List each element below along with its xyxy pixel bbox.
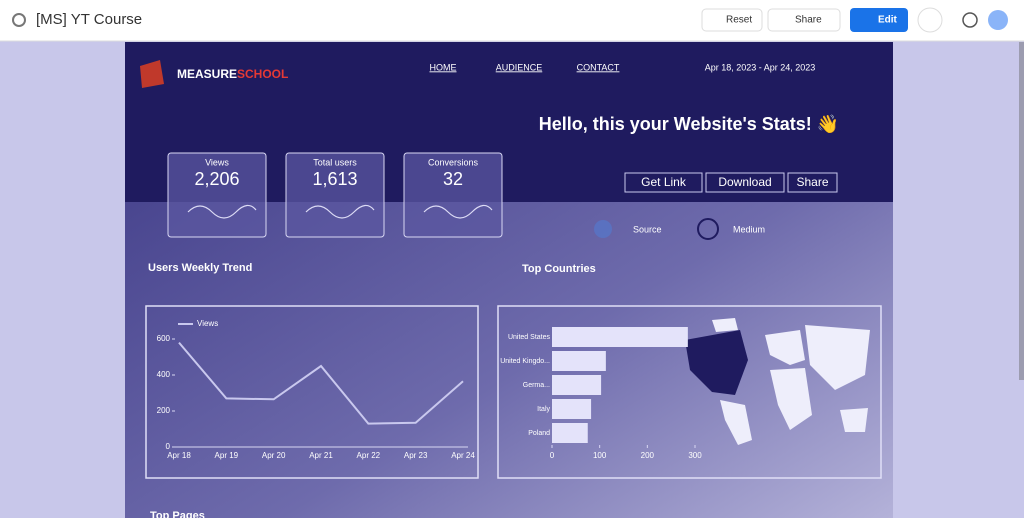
edit-button[interactable] xyxy=(850,8,908,32)
line xyxy=(178,341,464,425)
scorecard-label: Conversions xyxy=(428,157,479,167)
date-range[interactable]: Apr 18, 2023 - Apr 24, 2023 xyxy=(705,62,816,72)
scorecard xyxy=(285,152,385,238)
bar xyxy=(552,399,592,419)
bar xyxy=(552,423,588,443)
logo-icon xyxy=(140,60,164,88)
y-tick-label: Germa... xyxy=(523,382,550,389)
action-button-label[interactable]: Share xyxy=(796,175,828,189)
share-label[interactable]: Share xyxy=(795,15,822,26)
scorecard xyxy=(167,152,267,238)
x-tick-label: Apr 18 xyxy=(167,451,191,460)
line-chart-box xyxy=(145,305,479,479)
x-tick-label: Apr 22 xyxy=(357,451,381,460)
avatar[interactable] xyxy=(988,10,1008,30)
bar xyxy=(552,327,688,347)
y-tick-label: Poland xyxy=(528,430,550,437)
scorecard-value: 32 xyxy=(443,169,463,189)
legend-label: Views xyxy=(197,319,218,328)
x-tick-label: Apr 23 xyxy=(404,451,428,460)
action-button[interactable] xyxy=(787,172,838,193)
y-tick-label: 200 xyxy=(157,406,171,415)
medium-icon xyxy=(697,218,719,240)
x-tick-label: Apr 24 xyxy=(451,451,475,460)
x-tick-label: 0 xyxy=(550,451,555,460)
section-title: Top Countries xyxy=(522,263,596,275)
sparkline xyxy=(305,204,375,219)
scorecard xyxy=(403,152,503,238)
action-button-label[interactable]: Get Link xyxy=(641,175,687,189)
logo: MEASURESCHOOL xyxy=(177,67,288,81)
logo-part: MEASURE xyxy=(177,67,237,81)
more-button[interactable] xyxy=(917,7,943,33)
share-button[interactable] xyxy=(767,8,841,32)
logo-part: SCHOOL xyxy=(237,67,288,81)
y-tick-label: 600 xyxy=(157,334,171,343)
reset-button[interactable] xyxy=(701,8,763,32)
bar-chart-box xyxy=(497,305,882,479)
filter[interactable]: Source xyxy=(633,224,662,234)
app-title: [MS] YT Course xyxy=(36,11,142,28)
sparkline xyxy=(423,204,493,219)
bar xyxy=(552,375,602,395)
bar xyxy=(552,351,606,371)
action-button[interactable] xyxy=(624,172,703,193)
scorecard-value: 1,613 xyxy=(312,169,357,189)
filter[interactable]: Medium xyxy=(733,224,765,234)
y-tick-label: 400 xyxy=(157,370,171,379)
x-tick-label: Apr 19 xyxy=(215,451,239,460)
section-title: Top Pages xyxy=(150,510,205,518)
source-icon xyxy=(594,220,612,238)
y-tick-label: United Kingdo... xyxy=(500,358,550,365)
nav-link[interactable]: AUDIENCE xyxy=(496,62,543,72)
help-button[interactable] xyxy=(962,12,978,28)
y-tick-label: 0 xyxy=(166,442,171,451)
heading: Hello, this your Website's Stats! 👋 xyxy=(539,114,839,135)
x-tick-label: 100 xyxy=(593,451,607,460)
app-icon xyxy=(12,13,26,27)
reset-label[interactable]: Reset xyxy=(726,15,752,26)
scorecard-label: Views xyxy=(205,157,229,167)
x-tick-label: 300 xyxy=(688,451,702,460)
nav-link[interactable]: HOME xyxy=(430,62,457,72)
y-tick-label: United States xyxy=(508,334,551,341)
scorecard-value: 2,206 xyxy=(194,169,239,189)
section-title: Users Weekly Trend xyxy=(148,262,252,274)
y-tick-label: Italy xyxy=(537,406,550,413)
x-tick-label: 200 xyxy=(641,451,655,460)
nav-link[interactable]: CONTACT xyxy=(577,62,620,72)
scorecard-label: Total users xyxy=(313,157,357,167)
world-map xyxy=(685,318,870,445)
x-tick-label: Apr 21 xyxy=(309,451,333,460)
x-tick-label: Apr 20 xyxy=(262,451,286,460)
action-button[interactable] xyxy=(705,172,785,193)
sparkline xyxy=(187,204,257,219)
edit-label[interactable]: Edit xyxy=(878,15,898,26)
action-button-label[interactable]: Download xyxy=(718,175,771,189)
